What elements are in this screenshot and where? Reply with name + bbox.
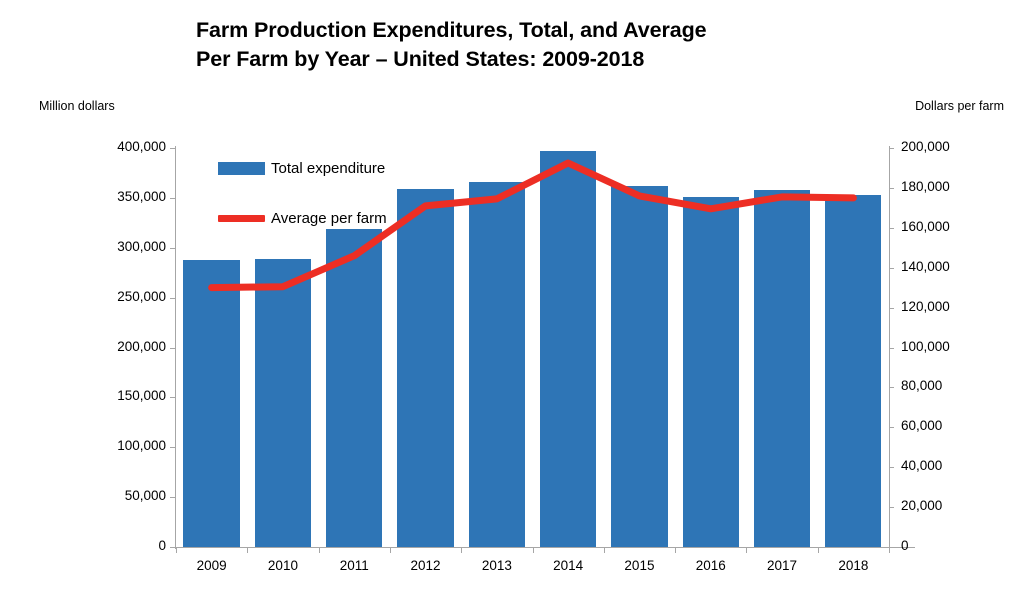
right-axis-tick-label: 40,000: [901, 458, 943, 474]
left-axis-tick-label: 50,000: [124, 488, 166, 504]
plot-area: [176, 148, 889, 547]
right-axis-tick-label: 80,000: [901, 378, 943, 394]
category-axis-line: [175, 547, 915, 548]
left-axis-tick-label: 250,000: [117, 288, 166, 304]
left-axis-line: [175, 146, 176, 549]
category-axis-tick-mark: [889, 548, 890, 553]
right-axis-tick-mark: [889, 228, 894, 229]
right-axis-tick-mark: [889, 268, 894, 269]
left-axis-tick-mark: [170, 348, 175, 349]
left-axis-tick-mark: [170, 198, 175, 199]
average-per-farm-polyline: [208, 159, 857, 292]
left-axis-tick-mark: [170, 547, 175, 548]
right-axis-tick-label: 200,000: [901, 139, 950, 154]
category-axis-tick-label: 2014: [553, 558, 584, 573]
category-axis-tick-label: 2017: [767, 558, 798, 573]
left-axis-tick-label: 0: [158, 538, 166, 553]
category-axis-tick-label: 2018: [838, 558, 869, 573]
bar: [468, 181, 525, 547]
left-axis-tick-mark: [170, 447, 175, 448]
category-axis-tick-label: 2009: [196, 558, 227, 573]
bar: [254, 258, 312, 547]
category-axis-tick-mark: [604, 548, 605, 553]
bar: [753, 189, 811, 547]
bar: [682, 196, 739, 547]
left-axis-tick-mark: [170, 248, 175, 249]
category-axis-tick-mark: [461, 548, 462, 553]
right-axis-tick-mark: [889, 188, 894, 189]
bar: [825, 194, 882, 547]
right-axis-unit-label: Dollars per farm: [915, 99, 1004, 113]
category-axis-tick-mark: [390, 548, 391, 553]
left-axis-tick-label: 400,000: [117, 139, 166, 154]
category-axis-tick-mark: [247, 548, 248, 553]
bar: [397, 188, 454, 547]
right-axis-tick-mark: [889, 467, 894, 468]
left-axis-tick-mark: [170, 397, 175, 398]
right-axis-tick-label: 120,000: [901, 298, 950, 314]
category-axis-tick-mark: [675, 548, 676, 553]
right-axis-tick-mark: [889, 348, 894, 349]
right-axis-tick-label: 160,000: [901, 218, 950, 234]
bar: [183, 259, 240, 547]
right-axis-tick-label: 60,000: [901, 418, 943, 434]
left-axis-tick-mark: [170, 497, 175, 498]
category-axis-tick-mark: [319, 548, 320, 553]
right-axis-tick-mark: [889, 148, 894, 149]
category-axis-tick-label: 2011: [339, 558, 369, 573]
legend-item-average-per-farm: Average per farm: [218, 205, 458, 231]
chart-legend: Total expenditure Average per farm: [218, 155, 458, 255]
category-axis-tick-mark: [746, 548, 747, 553]
left-axis-tick-label: 350,000: [117, 188, 166, 204]
bar: [539, 151, 597, 547]
category-axis-tick-label: 2010: [267, 558, 298, 573]
left-axis-unit-label: Million dollars: [39, 99, 115, 113]
right-axis-tick-mark: [889, 547, 894, 548]
right-axis-line: [889, 146, 890, 549]
right-axis-tick-label: 180,000: [901, 178, 950, 194]
right-axis-tick-label: 0: [901, 538, 909, 553]
line-swatch-icon: [218, 214, 265, 222]
category-axis-tick-mark: [176, 548, 177, 553]
right-axis-tick-mark: [889, 427, 894, 428]
category-axis-tick-mark: [533, 548, 534, 553]
left-axis-tick-label: 100,000: [117, 438, 166, 454]
page-title: Farm Production Expenditures, Total, and…: [196, 18, 707, 71]
right-axis-tick-label: 100,000: [901, 338, 950, 354]
right-axis-tick-mark: [889, 308, 894, 309]
left-axis-tick-label: 300,000: [117, 238, 166, 254]
category-axis-tick-mark: [818, 548, 819, 553]
legend-item-total-expenditure: Total expenditure: [218, 155, 458, 181]
left-axis-tick-mark: [170, 148, 175, 149]
category-axis-tick-label: 2013: [481, 558, 512, 573]
left-axis-tick-label: 150,000: [117, 388, 166, 404]
bar: [326, 228, 383, 547]
legend-item-label: Average per farm: [271, 209, 387, 227]
right-axis-tick-mark: [889, 507, 894, 508]
category-axis-tick-label: 2016: [695, 558, 726, 573]
right-axis-tick-mark: [889, 387, 894, 388]
category-axis-tick-label: 2015: [624, 558, 655, 573]
left-axis-tick-label: 200,000: [117, 338, 166, 354]
left-axis-tick-mark: [170, 298, 175, 299]
bar-swatch-icon: [218, 161, 265, 175]
bar: [611, 185, 668, 547]
line-series-average-per-farm: [208, 159, 857, 292]
category-axis-tick-label: 2012: [410, 558, 441, 573]
right-axis-tick-label: 140,000: [901, 258, 950, 274]
right-axis-tick-label: 20,000: [901, 498, 943, 514]
legend-item-label: Total expenditure: [271, 159, 386, 177]
